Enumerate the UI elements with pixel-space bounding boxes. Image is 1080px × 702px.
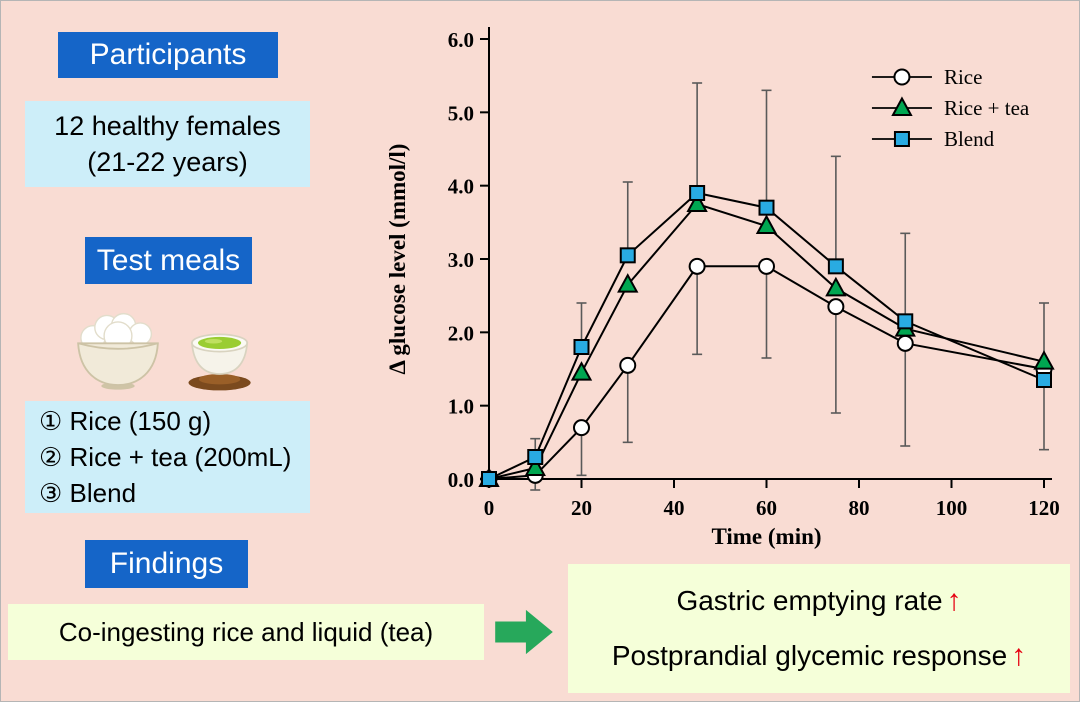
participants-title: Participants — [89, 38, 247, 71]
svg-text:1.0: 1.0 — [448, 395, 474, 419]
svg-text:2.0: 2.0 — [448, 321, 474, 345]
participants-banner: Participants — [58, 32, 278, 78]
glucose-chart-svg: 0.0 1.0 2.0 3.0 4.0 5.0 6.0 0 20 40 60 80 100 120 Time… — [385, 27, 1060, 549]
meal-item-3: ③ Blend — [39, 477, 137, 508]
svg-text:0.0: 0.0 — [448, 468, 474, 492]
up-arrow-icon: ↑ — [946, 584, 962, 618]
svg-text:3.0: 3.0 — [448, 248, 474, 272]
rice-bowl-icon — [67, 300, 169, 399]
conclusion-text: Co-ingesting rice and liquid (tea) — [58, 616, 434, 647]
svg-text:6.0: 6.0 — [448, 28, 474, 52]
results-box: Gastric emptying rate ↑ Postprandial gly… — [568, 564, 1070, 693]
svg-text:4.0: 4.0 — [448, 175, 474, 199]
legend-label: Rice — [944, 65, 982, 89]
result-text-2: Postprandial glycemic response — [611, 639, 1008, 671]
participants-line1: 12 healthy females — [54, 110, 281, 141]
test-meals-title: Test meals — [96, 243, 241, 277]
up-arrow-icon: ↑ — [1011, 638, 1027, 672]
findings-banner: Findings — [85, 540, 248, 588]
tea-cup-icon — [179, 323, 261, 399]
arrow-right-icon — [495, 608, 553, 661]
series-2 — [481, 185, 1052, 487]
svg-text:0: 0 — [484, 496, 495, 520]
participants-info-box: 12 healthy females (21-22 years) — [25, 101, 310, 187]
svg-text:120: 120 — [1028, 496, 1060, 520]
series-1 — [478, 192, 1055, 487]
test-meals-list: ① Rice (150 g) ② Rice + tea (200mL) ③ Bl… — [25, 401, 310, 513]
meal-icons — [67, 299, 287, 399]
legend-label: Blend — [944, 127, 995, 151]
svg-text:5.0: 5.0 — [448, 101, 474, 125]
legend-label: Rice + tea — [944, 96, 1030, 120]
svg-text:80: 80 — [849, 496, 870, 520]
participants-line2: (21-22 years) — [87, 147, 248, 177]
findings-title: Findings — [109, 547, 224, 580]
x-axis-label: Time (min) — [711, 524, 821, 549]
result-line-2: Postprandial glycemic response ↑ — [612, 639, 1026, 673]
svg-text:60: 60 — [756, 496, 777, 520]
svg-text:20: 20 — [571, 496, 592, 520]
svg-text:40: 40 — [664, 496, 685, 520]
meal-item-2: ② Rice + tea (200mL) — [39, 441, 292, 472]
chart-legend: Rice Rice + tea Blend — [871, 65, 1030, 151]
glucose-chart: 0.0 1.0 2.0 3.0 4.0 5.0 6.0 0 20 40 60 80 100 120 Time… — [379, 9, 1074, 557]
test-meals-banner: Test meals — [85, 237, 252, 284]
result-text-1: Gastric emptying rate — [676, 585, 943, 617]
result-line-1: Gastric emptying rate ↑ — [676, 584, 961, 618]
conclusion-box: Co-ingesting rice and liquid (tea) — [8, 604, 484, 660]
meal-item-1: ① Rice (150 g) — [39, 405, 212, 436]
y-axis-label: Δ glucose level (mmol/l) — [385, 144, 410, 375]
svg-text:100: 100 — [936, 496, 968, 520]
